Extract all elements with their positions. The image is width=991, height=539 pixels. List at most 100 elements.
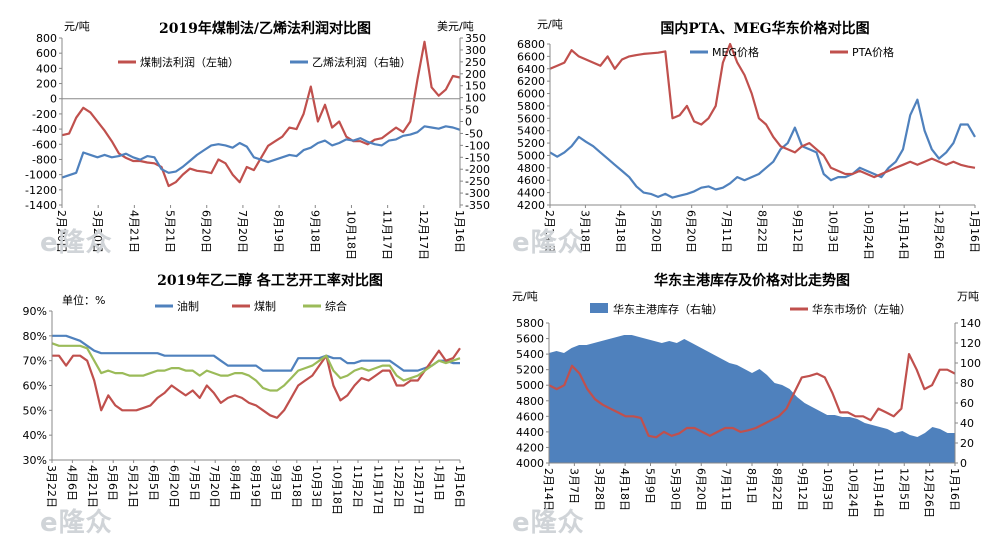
y-tick-label-right: 0 — [960, 457, 967, 470]
x-tick-label: 4月18日 — [618, 468, 631, 511]
y-unit-left: 元/吨 — [64, 20, 90, 33]
y-tick-label-right: 100 — [465, 92, 486, 105]
x-tick-label: 7月11日 — [720, 468, 733, 511]
series-line — [52, 347, 461, 419]
y-tick-label-left: -600 — [32, 138, 57, 151]
y-tick-label-left: 200 — [36, 78, 57, 91]
y-unit-left: 元/吨 — [512, 290, 538, 303]
x-tick-label: 11月17日 — [381, 210, 394, 260]
y-tick-label-left: -400 — [32, 123, 57, 136]
legend-label: 油制 — [177, 299, 199, 313]
x-tick-label: 11月14日 — [897, 210, 910, 260]
y-tick-label-right: 250 — [465, 56, 486, 69]
y-tick-label-left: 5000 — [516, 379, 544, 392]
y-tick-label-left: -800 — [32, 153, 57, 166]
x-tick-label: 8月19日 — [249, 465, 262, 508]
x-tick-label: 4月18日 — [614, 210, 627, 253]
y-tick-label-right: 350 — [465, 32, 486, 45]
y-tick-label-left: 4800 — [517, 162, 545, 175]
series-line — [549, 98, 976, 199]
x-tick-label: 9月3日 — [269, 465, 282, 501]
y-tick-label-right: -150 — [465, 151, 490, 164]
x-tick-label: 12月2日 — [392, 465, 405, 508]
watermark-logo: e隆众 — [512, 228, 585, 258]
x-tick-label: 6月20日 — [167, 465, 180, 508]
y-tick-label-right: 40 — [960, 417, 974, 430]
y-tick-label-right: -250 — [465, 175, 490, 188]
y-tick-label-left: 0 — [50, 93, 57, 106]
y-unit-left: 元/吨 — [537, 18, 563, 31]
x-tick-label: 7月11日 — [720, 210, 733, 253]
y-tick-label-left: 70% — [23, 355, 47, 368]
y-tick-label-left: 5800 — [517, 100, 545, 113]
y-tick-label-left: 4400 — [516, 426, 544, 439]
watermark-logo: e隆众 — [512, 508, 585, 538]
x-tick-label: 3月7日 — [567, 468, 580, 504]
y-tick-label-left: 6200 — [517, 75, 545, 88]
legend-label: PTA价格 — [852, 45, 894, 59]
legend-label: 华东市场价（左轴） — [812, 302, 911, 316]
x-tick-label: 10月3日 — [821, 468, 834, 511]
x-tick-label: 2月14日 — [543, 210, 556, 253]
x-tick-label: 8月4日 — [229, 465, 242, 501]
y-tick-label-left: 5600 — [517, 112, 545, 125]
chart-title: 国内PTA、MEG华东价格对比图 — [660, 20, 869, 37]
legend-label: MEG价格 — [712, 45, 759, 59]
y-tick-label-left: 5000 — [517, 149, 545, 162]
y-tick-label-left: 6000 — [517, 88, 545, 101]
x-tick-label: 5月6日 — [106, 465, 119, 501]
y-tick-label-right: 20 — [960, 437, 974, 450]
y-tick-label-right: -200 — [465, 163, 490, 176]
x-tick-label: 3月20日 — [91, 210, 104, 253]
x-tick-label: 12月17日 — [412, 465, 425, 515]
x-tick-label: 4月6日 — [65, 465, 78, 501]
x-tick-label: 4月21日 — [127, 210, 140, 253]
x-tick-label: 10月18日 — [344, 210, 357, 260]
series-line — [61, 40, 461, 188]
x-tick-label: 10月18日 — [331, 465, 344, 515]
legend-label: 综合 — [325, 299, 347, 313]
series-line — [52, 334, 460, 372]
x-tick-label: 6月20日 — [200, 210, 213, 253]
x-tick-label: 2月14日 — [542, 468, 555, 511]
y-tick-label-left: 4200 — [517, 199, 545, 212]
series-area — [549, 335, 955, 463]
x-tick-label: 1月16日 — [948, 468, 961, 511]
y-unit-left: 单位：% — [62, 293, 105, 307]
x-tick-label: 9月12日 — [796, 468, 809, 511]
x-tick-label: 6月20日 — [694, 468, 707, 511]
y-tick-label-left: 4000 — [516, 457, 544, 470]
y-tick-label-right: 60 — [960, 397, 974, 410]
x-tick-label: 2月20日 — [55, 210, 68, 253]
y-tick-label-left: 5400 — [517, 125, 545, 138]
x-tick-label: 11月14日 — [872, 468, 885, 518]
legend-label: 华东主港库存（右轴） — [613, 302, 723, 316]
y-tick-label-left: 5200 — [517, 137, 545, 150]
y-tick-label-left: -1400 — [25, 199, 57, 212]
chart-title: 2019年煤制法/乙烯法利润对比图 — [159, 20, 371, 37]
series-line — [61, 125, 461, 179]
y-tick-label-left: 4200 — [516, 441, 544, 454]
x-tick-label: 10月24日 — [847, 468, 860, 518]
y-tick-label-left: 80% — [23, 330, 47, 343]
x-tick-label: 7月5日 — [188, 465, 201, 501]
x-tick-label: 1月16日 — [453, 210, 466, 253]
x-tick-label: 9月18日 — [290, 465, 303, 508]
x-tick-label: 1月1日 — [433, 465, 446, 501]
y-tick-label-left: 6800 — [517, 38, 545, 51]
y-tick-label-left: 400 — [36, 62, 57, 75]
y-tick-label-left: 5800 — [516, 317, 544, 330]
x-tick-label: 11月17日 — [371, 465, 384, 515]
y-tick-label-right: -350 — [465, 199, 490, 212]
x-tick-label: 10月24日 — [862, 210, 875, 260]
y-tick-label-right: 150 — [465, 80, 486, 93]
y-tick-label-left: 5200 — [516, 364, 544, 377]
chart-1: 2019年煤制法/乙烯法利润对比图 元/吨 美元/吨 800 600 400 200 0 -20… — [25, 20, 490, 260]
y-tick-label-left: -200 — [32, 108, 57, 121]
x-tick-label: 10月3日 — [826, 210, 839, 253]
x-tick-label: 9月18日 — [308, 210, 321, 253]
y-tick-label-right: -300 — [465, 187, 490, 200]
